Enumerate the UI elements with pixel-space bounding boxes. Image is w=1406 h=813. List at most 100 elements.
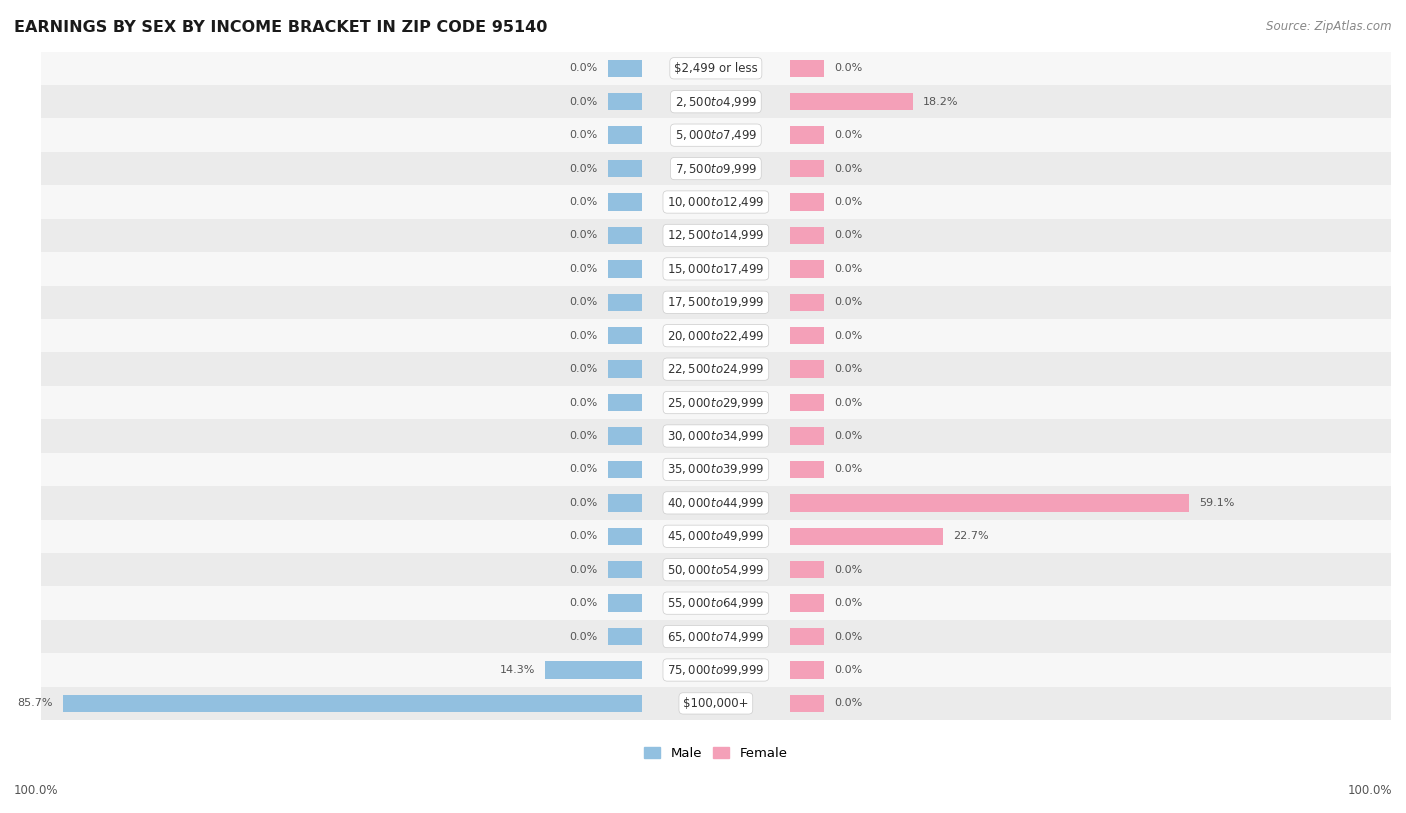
Text: $5,000 to $7,499: $5,000 to $7,499 — [675, 128, 756, 142]
Bar — [41, 654, 1391, 687]
Bar — [790, 695, 824, 712]
Bar — [790, 93, 912, 111]
Bar — [41, 319, 1391, 352]
Text: $17,500 to $19,999: $17,500 to $19,999 — [666, 295, 765, 309]
Bar — [790, 160, 824, 177]
Text: 18.2%: 18.2% — [924, 97, 959, 107]
Text: 59.1%: 59.1% — [1199, 498, 1234, 508]
Text: 0.0%: 0.0% — [569, 398, 598, 407]
Bar — [790, 260, 824, 277]
Text: 0.0%: 0.0% — [834, 398, 862, 407]
Text: $2,499 or less: $2,499 or less — [673, 62, 758, 75]
Text: EARNINGS BY SEX BY INCOME BRACKET IN ZIP CODE 95140: EARNINGS BY SEX BY INCOME BRACKET IN ZIP… — [14, 20, 547, 35]
Bar — [607, 594, 641, 612]
Bar — [41, 85, 1391, 119]
Text: 0.0%: 0.0% — [569, 498, 598, 508]
Text: 0.0%: 0.0% — [834, 163, 862, 174]
Text: $30,000 to $34,999: $30,000 to $34,999 — [666, 429, 765, 443]
Text: 0.0%: 0.0% — [834, 665, 862, 675]
Bar — [790, 561, 824, 578]
Text: 0.0%: 0.0% — [834, 364, 862, 374]
Text: 0.0%: 0.0% — [569, 565, 598, 575]
Text: 0.0%: 0.0% — [569, 531, 598, 541]
Bar — [607, 260, 641, 277]
Text: 0.0%: 0.0% — [834, 264, 862, 274]
Bar — [790, 528, 943, 545]
Bar — [41, 620, 1391, 654]
Bar — [607, 193, 641, 211]
Bar — [41, 51, 1391, 85]
Bar — [607, 293, 641, 311]
Text: 0.0%: 0.0% — [569, 464, 598, 475]
Text: $10,000 to $12,499: $10,000 to $12,499 — [666, 195, 765, 209]
Bar — [41, 520, 1391, 553]
Text: $7,500 to $9,999: $7,500 to $9,999 — [675, 162, 756, 176]
Text: 0.0%: 0.0% — [569, 364, 598, 374]
Bar — [607, 494, 641, 511]
Text: 0.0%: 0.0% — [569, 632, 598, 641]
Text: 0.0%: 0.0% — [834, 565, 862, 575]
Bar — [41, 152, 1391, 185]
Bar — [607, 127, 641, 144]
Text: $40,000 to $44,999: $40,000 to $44,999 — [666, 496, 765, 510]
Text: $2,500 to $4,999: $2,500 to $4,999 — [675, 95, 756, 109]
Text: 0.0%: 0.0% — [834, 331, 862, 341]
Text: 0.0%: 0.0% — [569, 264, 598, 274]
Bar — [607, 59, 641, 77]
Text: 0.0%: 0.0% — [834, 464, 862, 475]
Bar — [607, 428, 641, 445]
Bar — [41, 386, 1391, 420]
Bar — [790, 360, 824, 378]
Bar — [790, 494, 1189, 511]
Text: 0.0%: 0.0% — [569, 97, 598, 107]
Text: $12,500 to $14,999: $12,500 to $14,999 — [666, 228, 765, 242]
Bar — [41, 687, 1391, 720]
Bar — [41, 586, 1391, 620]
Text: $55,000 to $64,999: $55,000 to $64,999 — [666, 596, 765, 610]
Bar — [790, 227, 824, 244]
Text: 0.0%: 0.0% — [834, 130, 862, 140]
Text: 0.0%: 0.0% — [834, 298, 862, 307]
Text: $50,000 to $54,999: $50,000 to $54,999 — [666, 563, 765, 576]
Text: 85.7%: 85.7% — [17, 698, 53, 708]
Bar — [63, 695, 641, 712]
Bar — [41, 119, 1391, 152]
Bar — [607, 227, 641, 244]
Text: 0.0%: 0.0% — [834, 230, 862, 241]
Bar — [607, 360, 641, 378]
Bar — [790, 628, 824, 646]
Text: $25,000 to $29,999: $25,000 to $29,999 — [668, 396, 765, 410]
Bar — [607, 160, 641, 177]
Bar — [607, 561, 641, 578]
Text: $20,000 to $22,499: $20,000 to $22,499 — [666, 328, 765, 343]
Bar — [41, 185, 1391, 219]
Bar — [41, 219, 1391, 252]
Text: 0.0%: 0.0% — [834, 698, 862, 708]
Bar — [790, 428, 824, 445]
Text: 0.0%: 0.0% — [834, 632, 862, 641]
Text: 0.0%: 0.0% — [834, 197, 862, 207]
Text: 0.0%: 0.0% — [569, 431, 598, 441]
Bar — [546, 661, 641, 679]
Bar — [41, 486, 1391, 520]
Text: 0.0%: 0.0% — [834, 598, 862, 608]
Bar — [790, 594, 824, 612]
Bar — [41, 285, 1391, 319]
Bar — [607, 327, 641, 345]
Bar — [41, 453, 1391, 486]
Bar — [607, 461, 641, 478]
Bar — [790, 193, 824, 211]
Bar — [790, 59, 824, 77]
Text: 0.0%: 0.0% — [569, 163, 598, 174]
Text: 100.0%: 100.0% — [14, 784, 59, 797]
Bar — [790, 661, 824, 679]
Bar — [41, 352, 1391, 386]
Text: 100.0%: 100.0% — [1347, 784, 1392, 797]
Bar — [607, 393, 641, 411]
Text: 0.0%: 0.0% — [569, 598, 598, 608]
Bar — [607, 528, 641, 545]
Text: $65,000 to $74,999: $65,000 to $74,999 — [666, 629, 765, 644]
Text: 0.0%: 0.0% — [569, 197, 598, 207]
Bar — [41, 252, 1391, 285]
Text: $35,000 to $39,999: $35,000 to $39,999 — [666, 463, 765, 476]
